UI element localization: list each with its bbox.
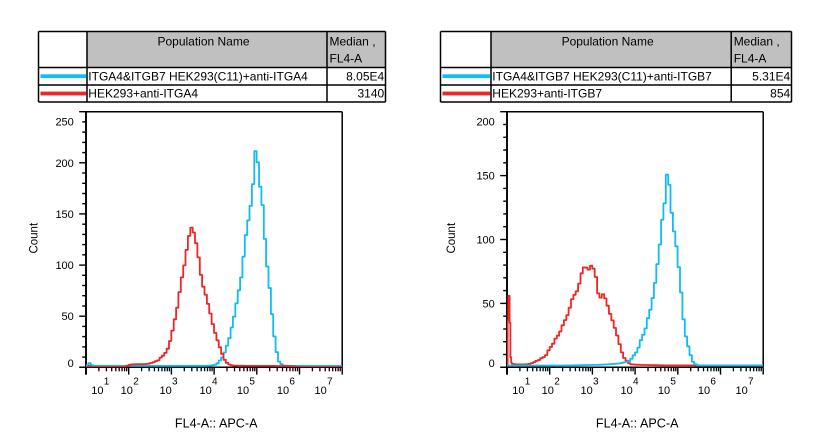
svg-text:Count: Count xyxy=(446,222,458,253)
svg-text:100: 100 xyxy=(55,260,73,272)
svg-text:0: 0 xyxy=(68,358,74,370)
svg-text:150: 150 xyxy=(476,171,494,183)
svg-text:Count: Count xyxy=(29,222,41,253)
svg-text:10: 10 xyxy=(121,385,133,397)
svg-text:Median ,: Median , xyxy=(734,35,780,49)
svg-text:1: 1 xyxy=(525,377,531,388)
svg-text:1: 1 xyxy=(104,377,110,388)
svg-text:50: 50 xyxy=(62,311,74,323)
svg-text:8.05E4: 8.05E4 xyxy=(346,70,384,84)
svg-text:5: 5 xyxy=(670,377,676,388)
svg-text:10: 10 xyxy=(237,385,249,397)
svg-text:10: 10 xyxy=(658,385,670,397)
svg-text:250: 250 xyxy=(55,117,73,129)
svg-text:ITGA4&ITGB7 HEK293(C11)+anti-I: ITGA4&ITGB7 HEK293(C11)+anti-ITGB7 xyxy=(492,70,712,84)
svg-text:50: 50 xyxy=(483,298,495,310)
svg-text:2: 2 xyxy=(133,377,139,388)
svg-text:Median ,: Median , xyxy=(330,35,376,49)
svg-text:3140: 3140 xyxy=(357,87,384,101)
svg-text:10: 10 xyxy=(159,385,171,397)
svg-text:3: 3 xyxy=(172,377,178,388)
svg-text:Population Name: Population Name xyxy=(157,35,249,49)
svg-text:HEK293+anti-ITGA4: HEK293+anti-ITGA4 xyxy=(88,87,198,101)
svg-text:10: 10 xyxy=(580,385,592,397)
svg-text:ITGA4&ITGB7 HEK293(C11)+anti-I: ITGA4&ITGB7 HEK293(C11)+anti-ITGA4 xyxy=(88,70,308,84)
svg-text:10: 10 xyxy=(698,385,710,397)
svg-text:10: 10 xyxy=(735,385,747,397)
svg-text:10: 10 xyxy=(620,385,632,397)
svg-text:6: 6 xyxy=(710,377,716,388)
svg-text:200: 200 xyxy=(55,158,73,170)
svg-text:10: 10 xyxy=(91,385,103,397)
svg-text:6: 6 xyxy=(289,377,295,388)
svg-text:7: 7 xyxy=(327,377,333,388)
svg-text:2: 2 xyxy=(554,377,560,388)
svg-text:5: 5 xyxy=(249,377,255,388)
svg-text:10: 10 xyxy=(512,385,524,397)
svg-text:10: 10 xyxy=(277,385,289,397)
svg-text:FL4-A:: APC-A: FL4-A:: APC-A xyxy=(596,416,679,430)
svg-text:FL4-A:: APC-A: FL4-A:: APC-A xyxy=(175,416,258,430)
svg-text:4: 4 xyxy=(212,377,218,388)
svg-text:HEK293+anti-ITGB7: HEK293+anti-ITGB7 xyxy=(492,87,602,101)
svg-text:10: 10 xyxy=(314,385,326,397)
svg-text:4: 4 xyxy=(633,377,639,388)
svg-text:5.31E4: 5.31E4 xyxy=(752,70,790,84)
svg-text:7: 7 xyxy=(748,377,754,388)
svg-text:854: 854 xyxy=(770,87,790,101)
svg-text:10: 10 xyxy=(542,385,554,397)
svg-text:200: 200 xyxy=(476,117,494,129)
svg-text:100: 100 xyxy=(476,235,494,247)
svg-text:FL4-A: FL4-A xyxy=(330,52,363,66)
svg-text:150: 150 xyxy=(55,209,73,221)
svg-text:10: 10 xyxy=(199,385,211,397)
svg-text:Population Name: Population Name xyxy=(562,35,654,49)
svg-text:3: 3 xyxy=(593,377,599,388)
svg-text:FL4-A: FL4-A xyxy=(734,52,767,66)
svg-text:0: 0 xyxy=(489,358,495,370)
